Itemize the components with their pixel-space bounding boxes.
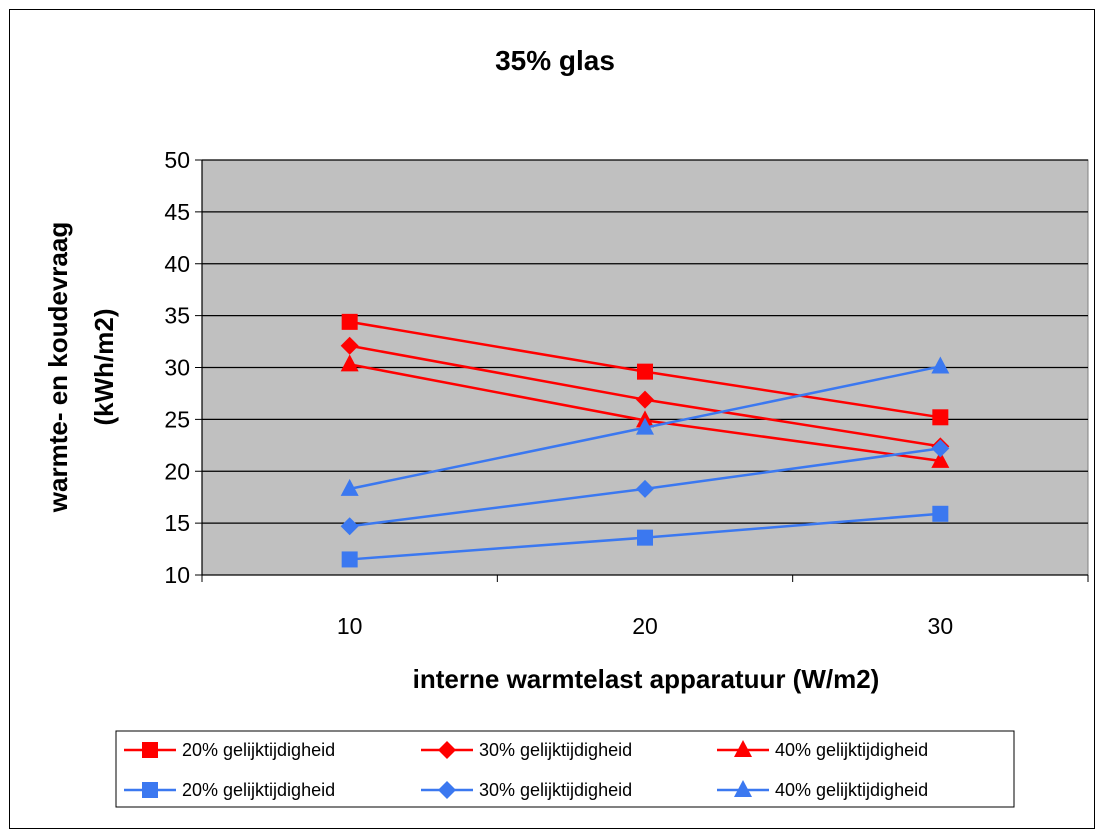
legend-marker bbox=[734, 740, 752, 757]
legend-entry: 30% gelijktijdigheid bbox=[421, 780, 632, 800]
data-point bbox=[931, 439, 950, 458]
data-point bbox=[637, 363, 653, 380]
series-4 bbox=[341, 505, 949, 568]
data-point bbox=[340, 336, 359, 355]
x-tick-label: 30 bbox=[928, 613, 954, 639]
legend-label: 20% gelijktijdigheid bbox=[182, 740, 335, 760]
legend-entry: 30% gelijktijdigheid bbox=[421, 740, 632, 760]
series-1 bbox=[341, 313, 949, 426]
x-axis-title: interne warmtelast apparatuur (W/m2) bbox=[413, 664, 880, 694]
legend-marker bbox=[438, 741, 456, 759]
legend-marker bbox=[734, 780, 752, 797]
data-point bbox=[932, 505, 949, 522]
data-point bbox=[931, 450, 950, 468]
legend-entry: 40% gelijktijdigheid bbox=[717, 740, 928, 760]
legend-label: 40% gelijktijdigheid bbox=[775, 780, 928, 800]
y-tick-label: 30 bbox=[164, 355, 190, 381]
data-point bbox=[341, 313, 358, 330]
legend bbox=[115, 730, 1015, 808]
x-tick-labels: 10 20 30 bbox=[337, 613, 953, 639]
series-layer bbox=[340, 313, 950, 568]
legend-marker bbox=[142, 742, 158, 758]
legend-label: 40% gelijktijdigheid bbox=[775, 740, 928, 760]
y-tick-label: 15 bbox=[164, 510, 190, 536]
y-tick-label: 10 bbox=[164, 562, 190, 588]
x-tick-label: 20 bbox=[632, 613, 658, 639]
data-point bbox=[340, 478, 359, 496]
legend-items: 20% gelijktijdigheid 30% gelijktijdigheid… bbox=[124, 740, 928, 800]
y-tick-label: 35 bbox=[164, 303, 190, 329]
y-tick-label: 20 bbox=[164, 458, 190, 484]
chart-title: 35% glas bbox=[495, 45, 615, 76]
legend-entry: 20% gelijktijdigheid bbox=[124, 740, 335, 760]
data-point bbox=[341, 551, 358, 568]
data-point bbox=[931, 356, 950, 374]
series-2 bbox=[340, 336, 950, 456]
y-tick-label: 45 bbox=[164, 199, 190, 225]
data-point bbox=[340, 354, 359, 372]
data-point bbox=[340, 517, 359, 536]
data-point bbox=[636, 479, 654, 498]
axes bbox=[195, 159, 1089, 582]
legend-entry: 40% gelijktijdigheid bbox=[717, 780, 928, 800]
legend-label: 20% gelijktijdigheid bbox=[182, 780, 335, 800]
series-6 bbox=[340, 356, 950, 496]
legend-entry: 20% gelijktijdigheid bbox=[124, 780, 335, 800]
legend-marker bbox=[142, 782, 158, 798]
y-tick-label: 25 bbox=[164, 406, 190, 432]
data-point bbox=[636, 417, 654, 435]
data-point bbox=[637, 529, 653, 546]
legend-label: 30% gelijktijdigheid bbox=[479, 780, 632, 800]
series-5 bbox=[340, 439, 950, 536]
y-tick-label: 40 bbox=[164, 251, 190, 277]
y-tick-labels: 10 15 20 25 30 35 40 45 50 bbox=[164, 147, 190, 588]
data-point bbox=[636, 390, 654, 409]
data-point bbox=[932, 409, 949, 426]
legend-marker bbox=[438, 781, 456, 799]
legend-label: 30% gelijktijdigheid bbox=[479, 740, 632, 760]
y-axis-title-line2: (kWh/m2) bbox=[89, 309, 119, 426]
x-tick-label: 10 bbox=[337, 613, 363, 639]
y-tick-label: 50 bbox=[164, 147, 190, 173]
y-axis-title-line1: warmte- en koudevraag bbox=[43, 222, 73, 513]
y-axis-title: warmte- en koudevraag (kWh/m2) bbox=[43, 222, 119, 513]
